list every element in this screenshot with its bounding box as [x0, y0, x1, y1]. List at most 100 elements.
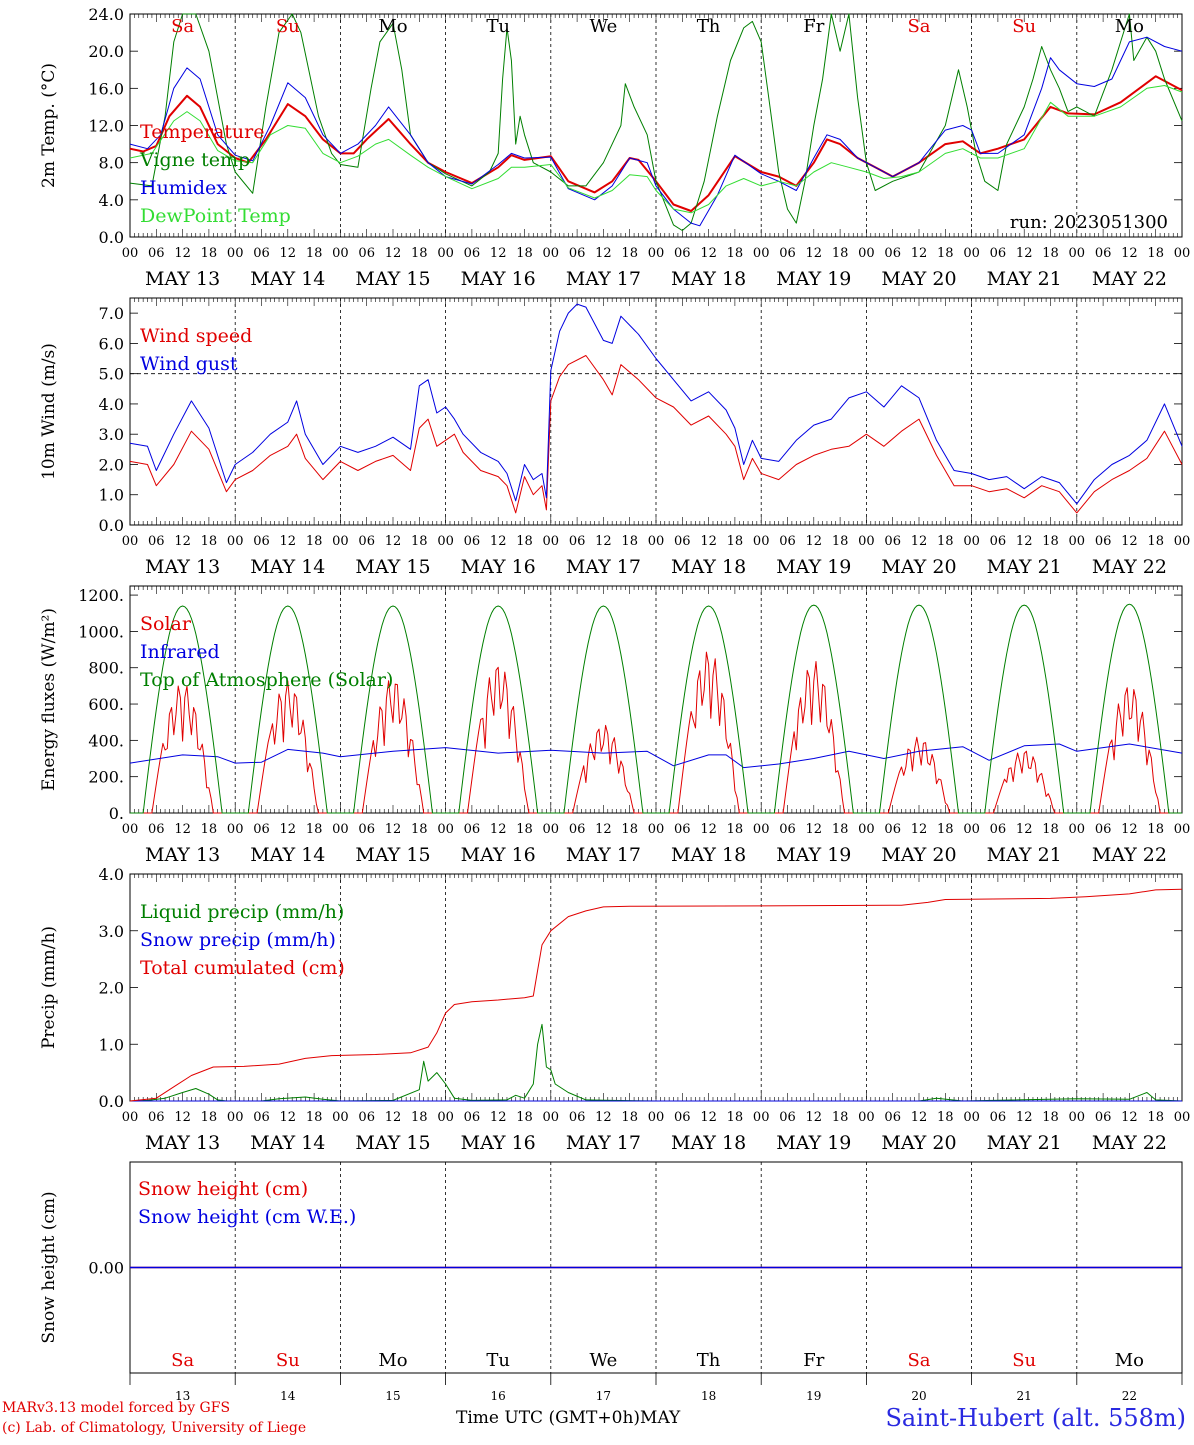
model-credit: MARv3.13 model forced by GFS	[2, 1400, 231, 1416]
hour-tick-label: 12	[174, 534, 191, 549]
day-number-label: 22	[1122, 1389, 1137, 1403]
y-tick-label: 16.0	[88, 79, 124, 98]
hour-tick-label: 00	[963, 822, 980, 837]
date-label: MAY 22	[1092, 268, 1167, 290]
y-axis-label: 10m Wind (m/s)	[39, 343, 59, 480]
hour-tick-label: 12	[490, 246, 507, 261]
panel-5: 0.00 Snow height (cm) Snow height (cm) Snow…	[39, 1161, 1183, 1403]
hour-tick-label: 18	[727, 534, 744, 549]
y-tick-label: 0.00	[88, 1259, 124, 1278]
y-axis-label: Precip (mm/h)	[39, 926, 59, 1049]
hour-tick-label: 18	[1042, 534, 1059, 549]
hour-tick-label: 06	[253, 246, 270, 261]
weekday-label: We	[590, 16, 618, 37]
weekday-label-bottom: Mo	[378, 1350, 407, 1371]
hour-tick-label: 12	[595, 246, 612, 261]
hour-tick-label: 18	[411, 1110, 428, 1125]
hour-tick-label: 12	[1016, 246, 1033, 261]
hour-tick-label: 18	[1147, 822, 1164, 837]
hour-tick-label: 12	[806, 822, 823, 837]
hour-tick-label: 12	[700, 246, 717, 261]
hour-tick-label: 12	[595, 1110, 612, 1125]
weekday-label-bottom: Fr	[803, 1350, 824, 1371]
y-tick-label: 0.0	[99, 516, 124, 535]
weekday-label: Su	[276, 16, 300, 37]
hour-tick-label: 06	[148, 1110, 165, 1125]
hour-tick-label: 00	[753, 246, 770, 261]
hour-tick-label: 18	[727, 1110, 744, 1125]
panel-4: 0.0 1.0 2.0 3.0 4.0 Precip (mm/h) Liquid preci…	[39, 865, 1190, 1154]
hour-tick-label: 06	[464, 246, 481, 261]
weekday-label-bottom: Mo	[1115, 1350, 1144, 1371]
hour-tick-label: 06	[569, 822, 586, 837]
hour-tick-label: 18	[832, 246, 849, 261]
y-tick-label: 0.	[109, 804, 124, 823]
y-tick-label: 4.0	[99, 395, 124, 414]
date-label: MAY 17	[566, 844, 641, 866]
hour-tick-label: 00	[332, 534, 349, 549]
weekday-label: Mo	[378, 16, 407, 37]
hour-tick-label: 00	[437, 822, 454, 837]
date-label: MAY 15	[355, 268, 430, 290]
hour-tick-label: 00	[1069, 534, 1086, 549]
date-label: MAY 22	[1092, 1132, 1167, 1154]
hour-tick-label: 18	[201, 822, 218, 837]
y-tick-label: 7.0	[99, 304, 124, 323]
y-tick-label: 5.0	[99, 365, 124, 384]
hour-tick-label: 12	[806, 1110, 823, 1125]
hour-tick-label: 18	[1147, 534, 1164, 549]
hour-tick-label: 06	[148, 822, 165, 837]
hour-tick-label: 18	[1042, 1110, 1059, 1125]
legend-entry: Infrared	[140, 641, 220, 663]
hour-tick-label: 18	[621, 822, 638, 837]
date-label: MAY 16	[461, 844, 536, 866]
hour-tick-label: 00	[963, 246, 980, 261]
hour-tick-label: 06	[779, 822, 796, 837]
series-line-1-1	[129, 75, 1183, 212]
hour-tick-label: 18	[201, 246, 218, 261]
y-tick-label: 24.0	[88, 5, 124, 24]
hour-tick-label: 12	[280, 246, 297, 261]
y-tick-label: 0.0	[99, 1092, 124, 1111]
hour-tick-label: 18	[937, 246, 954, 261]
hour-tick-label: 00	[1174, 822, 1191, 837]
date-label: MAY 20	[881, 844, 956, 866]
x-axis-title: Time UTC (GMT+0h)MAY	[456, 1408, 680, 1428]
day-number-label: 16	[491, 1389, 506, 1403]
hour-tick-label: 18	[201, 534, 218, 549]
hour-tick-label: 12	[1121, 1110, 1138, 1125]
hour-tick-label: 18	[727, 246, 744, 261]
hour-tick-label: 06	[990, 822, 1007, 837]
hour-tick-label: 00	[543, 246, 560, 261]
hour-tick-label: 00	[648, 534, 665, 549]
hour-tick-label: 18	[516, 246, 533, 261]
day-number-label: 18	[701, 1389, 716, 1403]
hour-tick-label: 18	[516, 534, 533, 549]
hour-tick-label: 06	[674, 534, 691, 549]
hour-tick-label: 12	[700, 1110, 717, 1125]
y-tick-label: 1.0	[99, 1035, 124, 1054]
hour-tick-label: 00	[227, 822, 244, 837]
series-line-2-1	[129, 355, 1183, 514]
hour-tick-label: 06	[990, 246, 1007, 261]
y-tick-label: 2.0	[99, 979, 124, 998]
hour-tick-label: 00	[1069, 246, 1086, 261]
hour-tick-label: 18	[306, 534, 323, 549]
hour-tick-label: 18	[411, 246, 428, 261]
hour-tick-label: 12	[174, 246, 191, 261]
series-line-4-3	[129, 888, 1183, 1102]
hour-tick-label: 00	[332, 822, 349, 837]
hour-tick-label: 00	[122, 1110, 139, 1125]
lab-credit: (c) Lab. of Climatology, University of L…	[2, 1420, 307, 1436]
hour-tick-label: 00	[543, 534, 560, 549]
date-label: MAY 18	[671, 556, 746, 578]
date-label: MAY 14	[250, 1132, 325, 1154]
hour-tick-label: 00	[122, 822, 139, 837]
legend-entry: Snow height (cm)	[138, 1178, 308, 1200]
hour-tick-label: 18	[201, 1110, 218, 1125]
date-label: MAY 16	[461, 268, 536, 290]
y-tick-label: 12.0	[88, 117, 124, 136]
date-label: MAY 22	[1092, 556, 1167, 578]
